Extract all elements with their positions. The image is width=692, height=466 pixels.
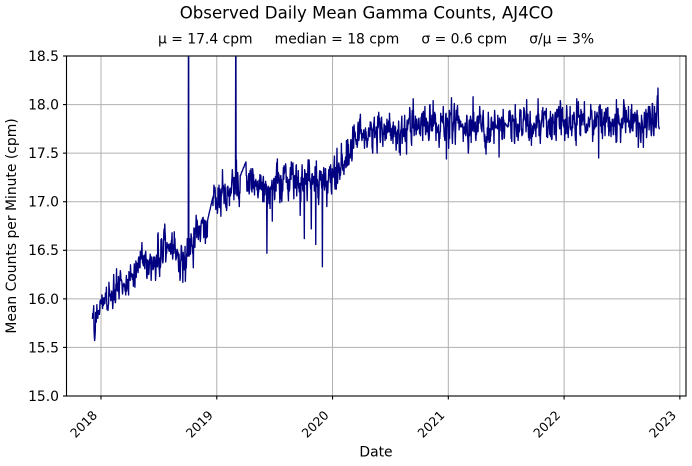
y-tick-label: 15.5 bbox=[28, 340, 59, 356]
y-tick-label: 18.0 bbox=[28, 97, 59, 113]
x-axis-label: Date bbox=[359, 445, 392, 461]
chart-title: Observed Daily Mean Gamma Counts, AJ4CO bbox=[180, 4, 554, 23]
y-axis-label: Mean Counts per Minute (cpm) bbox=[4, 118, 20, 333]
data-series bbox=[91, 56, 660, 342]
y-tick-label: 16.5 bbox=[28, 243, 59, 259]
y-tick-labels: 15.0 15.5 16.0 16.5 17.0 17.5 18.0 18.5 bbox=[28, 49, 59, 405]
y-tick-label: 17.0 bbox=[28, 195, 59, 211]
y-tick-label: 17.5 bbox=[28, 146, 59, 162]
axis-ticks bbox=[63, 55, 681, 400]
plot-frame bbox=[65, 55, 687, 397]
y-tick-label: 15.0 bbox=[28, 389, 59, 405]
y-tick-label: 16.0 bbox=[28, 292, 59, 308]
y-tick-label: 18.5 bbox=[28, 49, 59, 65]
chart-stats-subtitle: μ = 17.4 cpm median = 18 cpm σ = 0.6 cpm… bbox=[158, 32, 594, 48]
data-line bbox=[91, 56, 660, 342]
